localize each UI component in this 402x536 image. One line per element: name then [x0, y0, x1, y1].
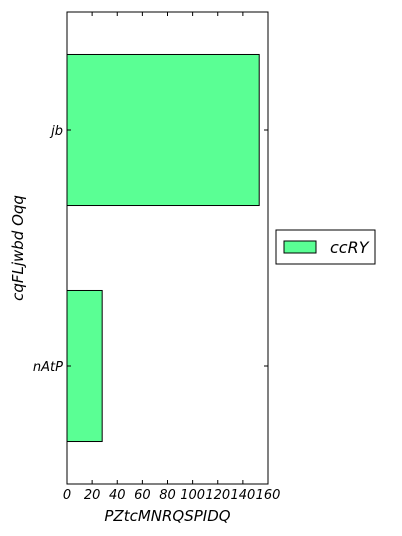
x-tick-label: 140	[230, 488, 255, 503]
x-axis-title: PZtcMNRQSPIDQ	[104, 507, 230, 525]
x-tick-label: 40	[109, 488, 126, 503]
legend-swatch-ccry	[283, 240, 317, 254]
x-tick-label: 80	[159, 488, 176, 503]
x-ticks-group: 0 20 40 60 80 100 120 140 160	[63, 12, 281, 503]
y-tick-label-natp: nAtP	[33, 360, 63, 375]
y-ticks-group: jb nAtP	[33, 124, 268, 375]
bar-natp	[66, 289, 103, 443]
y-tick-label-jb: jb	[49, 124, 63, 139]
y-axis-title: cqFLjwbd Oqq	[9, 195, 27, 301]
x-tick-label: 60	[134, 488, 151, 503]
x-tick-label: 120	[205, 488, 230, 503]
x-tick-label: 160	[256, 488, 281, 503]
x-tick-label: 100	[180, 488, 205, 503]
bar-jb	[66, 53, 260, 207]
bars-group	[66, 53, 260, 443]
x-tick-label: 20	[84, 488, 101, 503]
legend-label-ccry: ccRY	[330, 238, 370, 257]
x-tick-label: 0	[63, 488, 71, 503]
legend: ccRY	[275, 229, 376, 265]
